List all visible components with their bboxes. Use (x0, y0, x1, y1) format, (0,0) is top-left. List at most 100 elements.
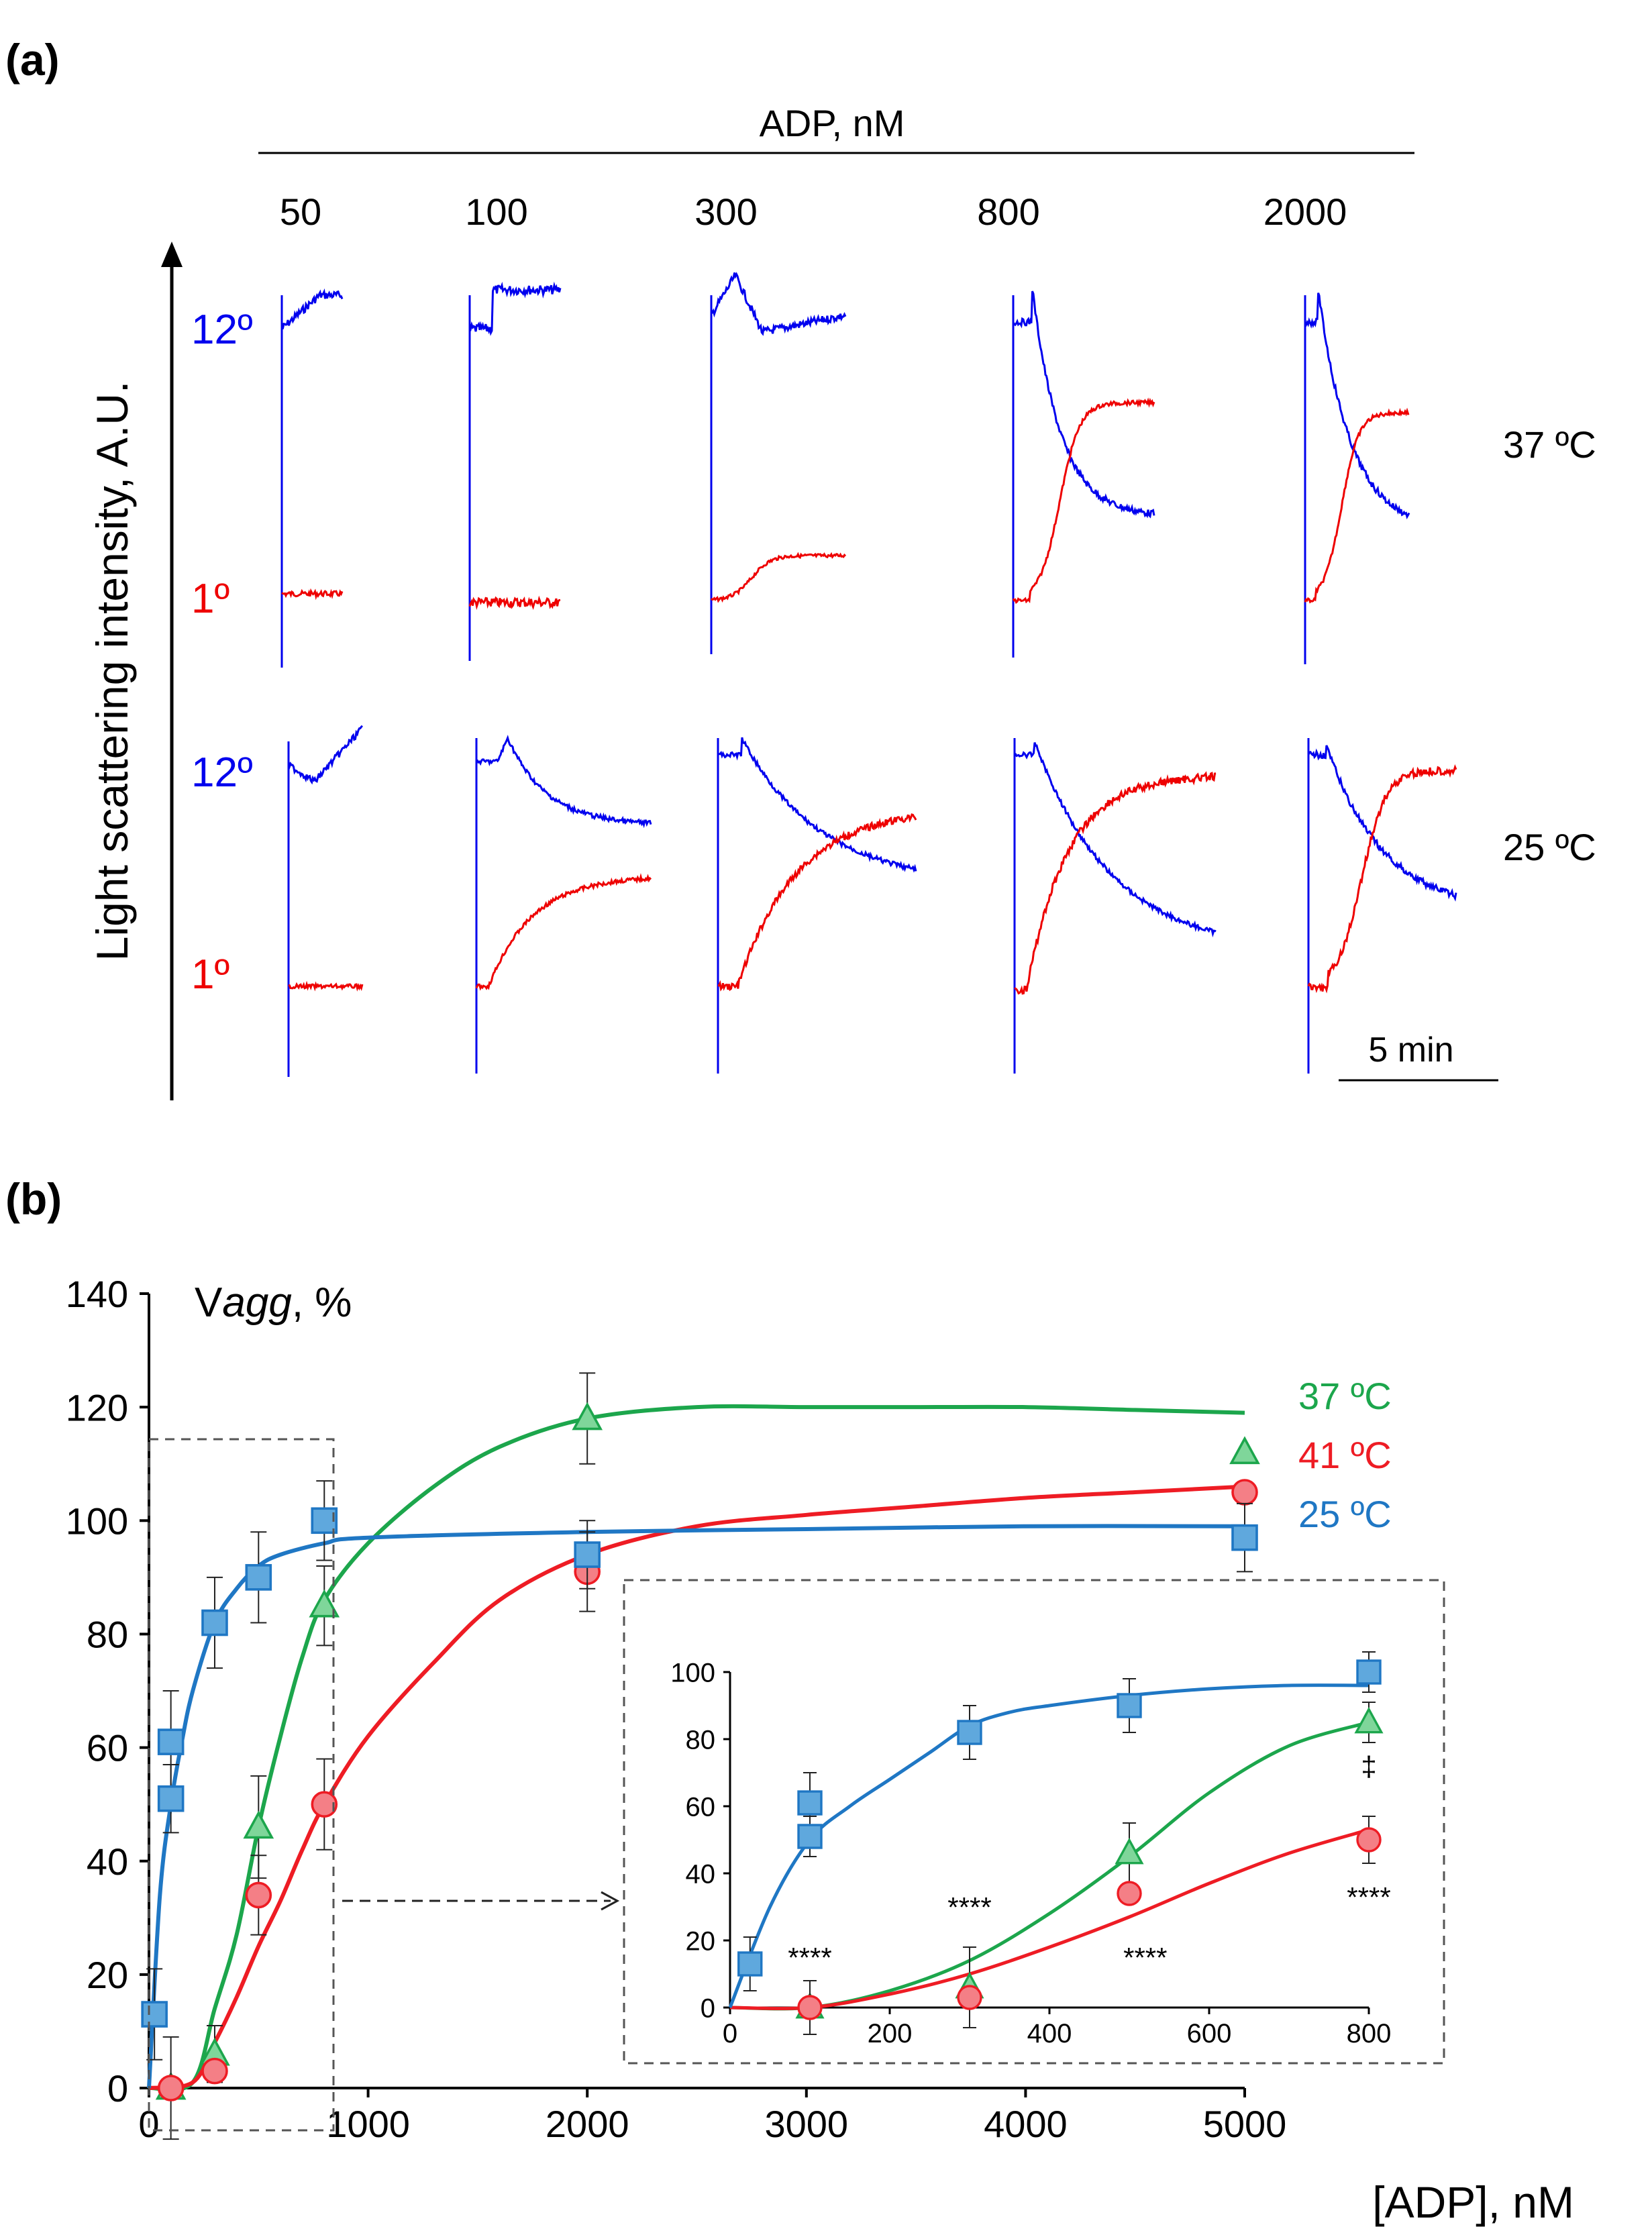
data-point-triangle (309, 1589, 340, 1618)
data-point-square (157, 1728, 185, 1755)
x-tick-label: 2000 (546, 2103, 629, 2145)
adp-header: ADP, nM (760, 102, 905, 144)
temp-label-25: 25 ºC (1503, 826, 1596, 868)
data-point-square (797, 1824, 823, 1849)
y-tick-label: 0 (107, 2067, 128, 2110)
data-point-triangle (1115, 1837, 1144, 1865)
conc-label-50: 50 (280, 191, 321, 233)
x-tick-label: 800 (1347, 2019, 1392, 2048)
y-tick-label: 80 (87, 1614, 128, 1656)
trace-12deg-37c-800nM (1012, 291, 1155, 519)
data-point-square (1356, 1659, 1382, 1685)
panel-a-y-axis-arrowhead (161, 242, 183, 267)
temp-label-37: 37 ºC (1503, 423, 1596, 466)
y-tick-label: 120 (66, 1386, 128, 1428)
panel-a-y-axis-label: Light scattering intensity, A.U. (87, 381, 137, 961)
data-point-circle (797, 1995, 823, 2020)
panel-a: (a) ADP, nM 50 100 300 800 2000 Light sc… (5, 35, 1596, 1100)
significance-annotation: ‡ (1361, 1751, 1376, 1782)
x-tick-label: 400 (1027, 2019, 1072, 2048)
conc-label-2000: 2000 (1263, 191, 1347, 233)
x-tick-label: 3000 (765, 2103, 849, 2145)
conc-label-800: 800 (977, 191, 1039, 233)
data-point-square (1231, 1524, 1258, 1551)
x-tick-label: 5000 (1203, 2103, 1287, 2145)
angle-1-bottom: 1º (191, 951, 229, 998)
trace-12deg-25c-800nM (1015, 742, 1217, 938)
data-point-circle (201, 2057, 228, 2085)
data-point-square (737, 1951, 763, 1977)
y-tick-label: 0 (701, 1993, 715, 2023)
significance-annotation: **** (788, 1942, 831, 1973)
fit-line-37C (148, 1404, 1245, 2092)
conc-label-300: 300 (694, 191, 757, 233)
data-point-triangle (243, 1810, 274, 1839)
y-tick-label: 20 (686, 1926, 716, 1956)
angle-1-top: 1º (191, 576, 229, 622)
data-point-circle (957, 1985, 982, 2010)
significance-annotation: **** (947, 1891, 991, 1923)
angle-12-top: 12º (191, 307, 253, 353)
zoom-region-box (148, 1438, 335, 2132)
panel-a-label: (a) (5, 35, 60, 85)
trace-1deg-37c-2000nM (1304, 407, 1410, 604)
zoom-arrowhead (601, 1891, 620, 1911)
panel-b: (b) Vagg, % [ADP], nM 0 1000 2000 3000 4000 5… (5, 1174, 1574, 2227)
significance-annotation: **** (1347, 1881, 1390, 1913)
trace-1deg-37c-100nM (468, 595, 561, 611)
vagg-label: Vagg, % (195, 1280, 352, 1326)
y-tick-label: 60 (686, 1792, 716, 1822)
inset-frame (623, 1579, 1445, 2065)
y-tick-label: 100 (66, 1500, 128, 1542)
fit-line-41C (148, 1484, 1245, 2090)
trace-1deg-25c-300nM (717, 813, 917, 992)
data-point-triangle (1354, 1706, 1384, 1734)
data-point-circle (1117, 1881, 1142, 1906)
y-tick-label: 100 (670, 1658, 715, 1687)
y-tick-label: 140 (66, 1273, 128, 1315)
data-point-square (311, 1507, 338, 1534)
data-point-circle (1356, 1827, 1382, 1853)
data-point-square (957, 1720, 982, 1745)
main-chart: 0 1000 2000 3000 4000 5000 0 20 40 60 80 100 120 140 (66, 1273, 1287, 2145)
x-tick-label: 4000 (984, 2103, 1068, 2145)
panel-b-label: (b) (5, 1174, 62, 1224)
inset-chart: 0 200 400 600 800 0 20 40 60 80 100 **** **** **** ***… (670, 1651, 1392, 2048)
trace-12deg-37c-50nM (281, 288, 344, 330)
trace-1deg-25c-2000nM (1307, 764, 1457, 994)
trace-12deg-25c-2000nM (1307, 745, 1457, 902)
trace-1deg-25c-100nM (475, 873, 652, 991)
x-tick-label: 600 (1187, 2019, 1232, 2048)
y-tick-label: 20 (87, 1954, 128, 1996)
trace-12deg-25c-300nM (717, 737, 917, 873)
scale-bar-label: 5 min (1368, 1031, 1453, 1070)
fit-line-41C (729, 1828, 1370, 2010)
legend-41C: 41 ºC (1298, 1434, 1392, 1476)
data-point-circle (311, 1791, 338, 1818)
x-tick-label: 1000 (326, 2103, 410, 2145)
data-point-circle (157, 2075, 185, 2101)
trace-12deg-37c-300nM (711, 272, 847, 336)
data-point-triangle (572, 1402, 603, 1430)
angle-12-bottom: 12º (191, 749, 253, 796)
y-tick-label: 40 (87, 1840, 128, 1883)
legend: 37 ºC 41 ºC 25 ºC (1298, 1375, 1392, 1535)
x-tick-label: 200 (868, 2019, 913, 2048)
trace-12deg-25c-50nM (287, 725, 364, 785)
data-point-square (157, 1785, 185, 1812)
legend-25C: 25 ºC (1298, 1493, 1392, 1535)
trace-12deg-37c-2000nM (1304, 293, 1410, 519)
trace-1deg-37c-800nM (1012, 397, 1155, 605)
trace-1deg-37c-300nM (710, 552, 847, 603)
data-point-circle (1231, 1479, 1258, 1506)
data-point-square (797, 1790, 823, 1816)
trace-1deg-25c-800nM (1014, 771, 1217, 995)
data-point-square (245, 1564, 272, 1591)
data-point-square (141, 2001, 168, 2028)
concentration-labels: 50 100 300 800 2000 (280, 191, 1347, 233)
legend-37C: 37 ºC (1298, 1375, 1392, 1417)
light-scattering-traces (280, 272, 1457, 1077)
data-point-triangle (1229, 1436, 1260, 1465)
data-point-square (574, 1541, 601, 1568)
